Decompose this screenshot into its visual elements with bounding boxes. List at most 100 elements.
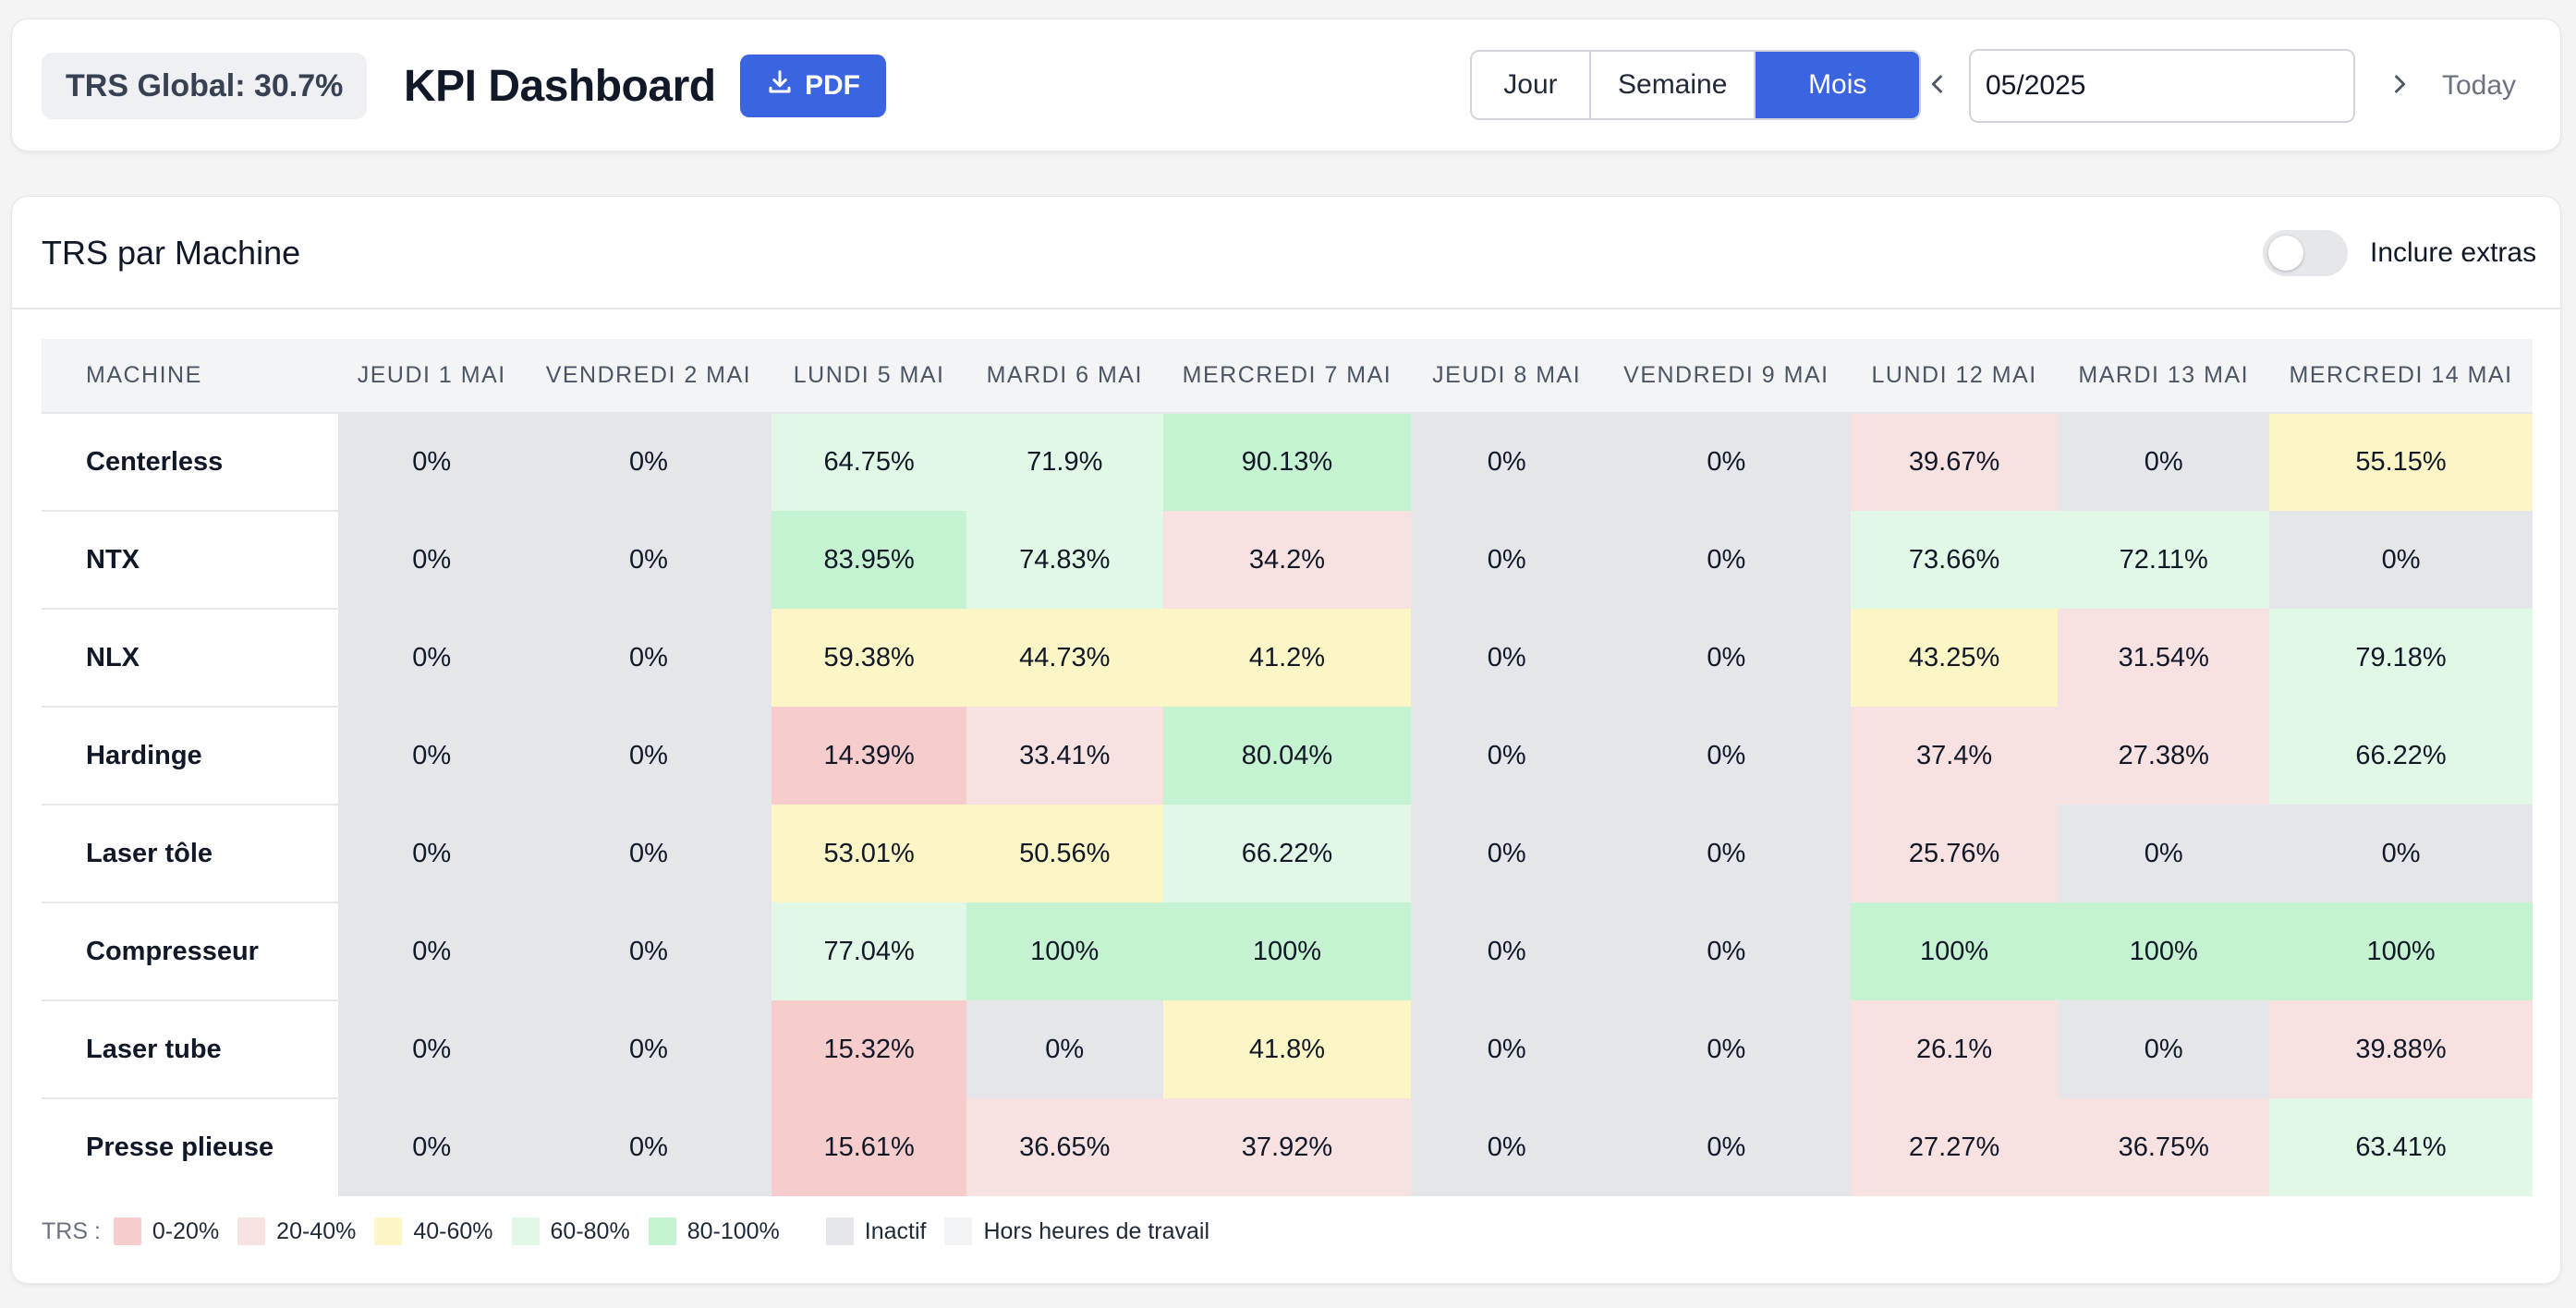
trs-cell: 0%	[1601, 413, 1851, 511]
trs-cell: 59.38%	[772, 609, 966, 707]
trs-cell: 63.41%	[2269, 1098, 2533, 1196]
trs-cell: 39.67%	[1850, 413, 2059, 511]
view-mode-month[interactable]: Mois	[1756, 52, 1919, 118]
legend-swatch	[374, 1217, 403, 1245]
trs-cell: 37.4%	[1850, 707, 2059, 805]
legend-swatch	[113, 1217, 141, 1245]
day-column-header: Mercredi 14 mai	[2269, 339, 2533, 414]
trs-cell: 37.92%	[1162, 1098, 1412, 1196]
day-column-header: Lundi 12 mai	[1850, 339, 2059, 414]
trs-cell: 0%	[1411, 902, 1602, 1000]
trs-cell: 0%	[525, 609, 772, 707]
chevron-left-icon	[1925, 71, 1950, 102]
include-extras-toggle[interactable]	[2263, 230, 2348, 276]
trs-cell: 41.8%	[1162, 1000, 1412, 1098]
legend-title: TRS :	[42, 1217, 101, 1244]
trs-cell: 27.27%	[1850, 1098, 2059, 1196]
trs-cell: 0%	[525, 902, 772, 1000]
trs-cell: 0%	[1601, 609, 1851, 707]
legend-label: Inactif	[864, 1217, 927, 1244]
machine-name: NLX	[42, 609, 338, 708]
legend-item-inactive: Inactif	[825, 1217, 927, 1245]
trs-cell: 26.1%	[1850, 1000, 2059, 1098]
trs-cell: 0%	[2269, 805, 2533, 902]
trs-cell: 15.61%	[772, 1098, 966, 1196]
machine-name: Centerless	[42, 413, 338, 512]
table-row: Compresseur 0% 0% 77.04% 100% 100% 0% 0% 100% 100…	[42, 902, 2533, 1001]
legend-swatch	[825, 1217, 854, 1245]
trs-cell: 0%	[525, 1000, 772, 1098]
view-mode-day[interactable]: Jour	[1472, 52, 1591, 118]
trs-cell: 0%	[337, 1098, 526, 1196]
table-row: Hardinge 0% 0% 14.39% 33.41% 80.04% 0% 0% 37.4% 2…	[42, 707, 2533, 805]
legend-label: Hors heures de travail	[983, 1217, 1210, 1244]
machine-name: Laser tube	[42, 1000, 338, 1099]
previous-period-button[interactable]	[1912, 54, 1963, 117]
section-divider	[12, 308, 2560, 309]
trs-cell: 100%	[1850, 902, 2059, 1000]
trs-cell: 0%	[1601, 1000, 1851, 1098]
legend-label: 20-40%	[276, 1217, 357, 1244]
view-mode-week[interactable]: Semaine	[1590, 52, 1756, 118]
legend-swatch	[648, 1217, 676, 1245]
day-column-header: Vendredi 9 mai	[1601, 339, 1851, 414]
day-column-header: Mardi 13 mai	[2058, 339, 2270, 414]
legend-label: 0-20%	[152, 1217, 220, 1244]
day-column-header: Vendredi 2 mai	[525, 339, 772, 414]
trs-cell: 0%	[337, 511, 526, 609]
trs-cell: 0%	[337, 413, 526, 511]
day-column-header: Jeudi 1 mai	[337, 339, 526, 414]
period-input[interactable]: 05/2025	[1969, 49, 2355, 123]
today-button[interactable]: Today	[2442, 70, 2517, 101]
include-extras-control: Inclure extras	[2263, 230, 2536, 276]
include-extras-label: Inclure extras	[2370, 237, 2537, 268]
trs-cell: 0%	[1411, 1098, 1602, 1196]
trs-cell: 0%	[525, 805, 772, 902]
day-column-header: Lundi 5 mai	[772, 339, 966, 414]
trs-cell: 53.01%	[772, 805, 966, 902]
table-row: NLX 0% 0% 59.38% 44.73% 41.2% 0% 0% 43.25% 31.54%…	[42, 609, 2533, 708]
trs-cell: 0%	[525, 707, 772, 805]
trs-cell: 80.04%	[1162, 707, 1412, 805]
trs-cell: 83.95%	[772, 511, 966, 609]
next-period-button[interactable]	[2374, 54, 2425, 117]
trs-cell: 0%	[337, 707, 526, 805]
trs-cell: 0%	[2058, 1000, 2270, 1098]
chevron-right-icon	[2387, 71, 2412, 102]
trs-cell: 66.22%	[1162, 805, 1412, 902]
day-column-header: Mercredi 7 mai	[1162, 339, 1412, 414]
section-title: TRS par Machine	[42, 234, 301, 272]
trs-cell: 0%	[337, 902, 526, 1000]
trs-cell: 0%	[337, 1000, 526, 1098]
trs-cell: 31.54%	[2058, 609, 2270, 707]
pdf-label: PDF	[805, 70, 860, 101]
trs-cell: 0%	[1411, 805, 1602, 902]
export-pdf-button[interactable]: PDF	[740, 54, 886, 117]
machine-name: Compresseur	[42, 902, 338, 1001]
trs-cell: 0%	[337, 609, 526, 707]
trs-cell: 0%	[2058, 413, 2270, 511]
trs-cell: 0%	[1411, 1000, 1602, 1098]
machine-name: Hardinge	[42, 707, 338, 805]
trs-cell: 0%	[1601, 805, 1851, 902]
trs-cell: 0%	[525, 511, 772, 609]
trs-cell: 0%	[1601, 707, 1851, 805]
table-row: Presse plieuse 0% 0% 15.61% 36.65% 37.92% 0% 0%…	[42, 1098, 2533, 1196]
trs-cell: 0%	[1411, 511, 1602, 609]
trs-cell: 66.22%	[2269, 707, 2533, 805]
legend-label: 80-100%	[687, 1217, 780, 1244]
trs-cell: 77.04%	[772, 902, 966, 1000]
table-row: Laser tube 0% 0% 15.32% 0% 41.8% 0% 0% 26.1% 0% 39…	[42, 1000, 2533, 1099]
trs-cell: 100%	[2058, 902, 2270, 1000]
trs-cell: 90.13%	[1162, 413, 1412, 511]
legend-label: 40-60%	[413, 1217, 493, 1244]
machine-name: Laser tôle	[42, 805, 338, 903]
machine-name: Presse plieuse	[42, 1098, 338, 1196]
legend-item: 20-40%	[237, 1217, 356, 1245]
legend-item: 80-100%	[648, 1217, 780, 1245]
trs-cell: 0%	[525, 413, 772, 511]
trs-cell: 100%	[2269, 902, 2533, 1000]
trs-cell: 41.2%	[1162, 609, 1412, 707]
trs-table: Machine Jeudi 1 mai Vendredi 2 mai Lundi…	[42, 339, 2533, 1196]
legend-item-off-hours: Hors heures de travail	[944, 1217, 1209, 1245]
